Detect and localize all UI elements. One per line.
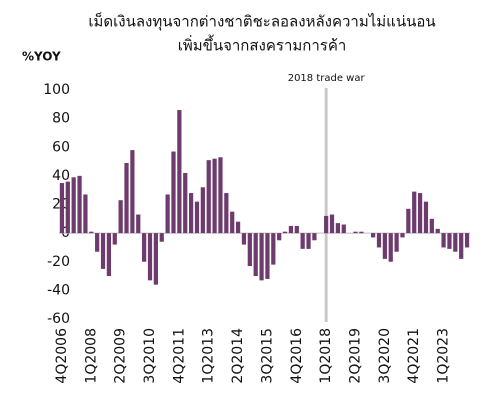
- x-tick-label: 2Q2019: [348, 328, 364, 384]
- bar: [423, 201, 429, 234]
- bar: [200, 187, 205, 234]
- bar: [106, 233, 112, 277]
- bar: [212, 158, 217, 234]
- bar: [388, 233, 393, 262]
- bar: [153, 233, 158, 285]
- y-tick-label: 80: [52, 111, 70, 127]
- bar: [394, 233, 399, 252]
- x-tick-label: 4Q2006: [54, 328, 70, 384]
- bar: [77, 175, 82, 234]
- bar: [159, 233, 164, 242]
- bar: [335, 223, 341, 234]
- x-tick-label: 3Q2010: [142, 328, 158, 384]
- chart-title: เม็ดเงินลงทุนจากต่างชาติชะลอลงหลังความไม…: [88, 12, 435, 32]
- y-axis-label: %YOY: [22, 50, 61, 64]
- bar: [300, 233, 305, 249]
- x-tick-label: 1Q2013: [201, 328, 217, 384]
- x-tick-label: 2Q2009: [113, 328, 129, 384]
- bar: [435, 228, 440, 234]
- x-tick-label: 3Q2020: [377, 328, 393, 384]
- bar: [218, 157, 223, 234]
- x-tick-label: 3Q2015: [259, 328, 275, 384]
- bar: [89, 231, 94, 234]
- bar: [124, 162, 129, 234]
- bar: [235, 221, 241, 234]
- bar: [206, 160, 211, 234]
- bar: [282, 231, 288, 234]
- y-tick-label: 60: [52, 139, 70, 155]
- bar: [177, 110, 182, 234]
- bar: [417, 193, 423, 234]
- y-tick-label: 100: [43, 82, 70, 98]
- bar: [183, 173, 188, 234]
- bar: [459, 233, 464, 259]
- bar: [312, 233, 317, 241]
- bar: [71, 177, 76, 234]
- bar: [288, 225, 294, 234]
- bar: [329, 214, 335, 234]
- bar: [400, 233, 405, 238]
- bar: [277, 233, 282, 241]
- bar: [100, 233, 106, 269]
- y-tick-label: -60: [47, 311, 70, 327]
- x-tick-label: 1Q2023: [436, 328, 452, 384]
- x-tick-label: 4Q2011: [171, 328, 187, 384]
- bar: [306, 233, 311, 249]
- bar: [171, 151, 176, 234]
- chart-subtitle: เพิ่มขึ้นจากสงครามการค้า: [178, 35, 347, 55]
- bar: [118, 200, 123, 234]
- bar: [188, 193, 194, 234]
- x-tick-label: 2Q2014: [230, 328, 246, 384]
- bar: [464, 233, 470, 248]
- annotation-text: 2018 trade war: [288, 73, 366, 84]
- bar: [453, 233, 458, 252]
- x-tick-label: 4Q2021: [406, 328, 422, 384]
- bar: [359, 231, 364, 234]
- x-tick-label: 4Q2016: [289, 328, 305, 384]
- bar: [441, 233, 446, 248]
- bar: [447, 233, 452, 249]
- bar: [224, 193, 229, 234]
- bar: [382, 233, 387, 259]
- x-tick-label: 1Q2008: [83, 328, 99, 384]
- bar: [130, 150, 135, 234]
- bar: [341, 224, 346, 234]
- bar: [147, 233, 153, 281]
- bar: [376, 233, 382, 248]
- bar: [230, 211, 235, 234]
- bar: [294, 225, 299, 234]
- x-tick-label: 1Q2018: [318, 328, 334, 384]
- bar: [406, 208, 411, 234]
- bar: [429, 218, 434, 234]
- bar: [324, 215, 329, 234]
- bar: [259, 233, 264, 281]
- bar: [353, 231, 358, 234]
- bar: [112, 233, 117, 245]
- bar: [371, 233, 376, 238]
- bar: [65, 181, 70, 234]
- bar: [412, 191, 417, 234]
- y-tick-label: 40: [52, 168, 70, 184]
- bar: [247, 233, 252, 267]
- bar: [165, 194, 170, 234]
- bar: [142, 233, 147, 262]
- bar: [253, 233, 258, 277]
- bar: [271, 233, 276, 265]
- bar: [95, 233, 100, 252]
- y-tick-label: -40: [47, 282, 70, 298]
- bar: [136, 214, 141, 234]
- y-tick-label: -20: [47, 254, 70, 270]
- bar: [59, 183, 65, 234]
- bar: [241, 233, 247, 245]
- bar: [194, 201, 200, 234]
- bar: [83, 194, 88, 234]
- bar: [265, 233, 270, 279]
